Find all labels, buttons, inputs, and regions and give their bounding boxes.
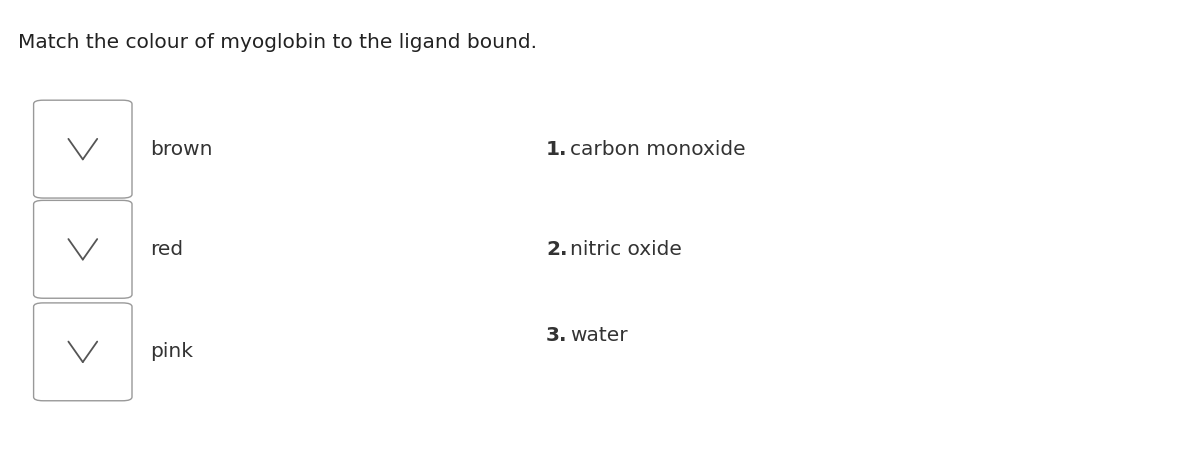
Text: red: red [150, 240, 184, 259]
Text: Match the colour of myoglobin to the ligand bound.: Match the colour of myoglobin to the lig… [18, 33, 538, 52]
FancyBboxPatch shape [34, 303, 132, 401]
FancyBboxPatch shape [34, 100, 132, 198]
Text: nitric oxide: nitric oxide [570, 240, 682, 259]
Text: pink: pink [150, 343, 193, 361]
FancyBboxPatch shape [34, 200, 132, 298]
Text: 2.: 2. [546, 240, 568, 259]
Text: 1.: 1. [546, 140, 568, 158]
Text: brown: brown [150, 140, 212, 158]
Text: 3.: 3. [546, 326, 568, 345]
Text: carbon monoxide: carbon monoxide [570, 140, 745, 158]
Text: water: water [570, 326, 628, 345]
